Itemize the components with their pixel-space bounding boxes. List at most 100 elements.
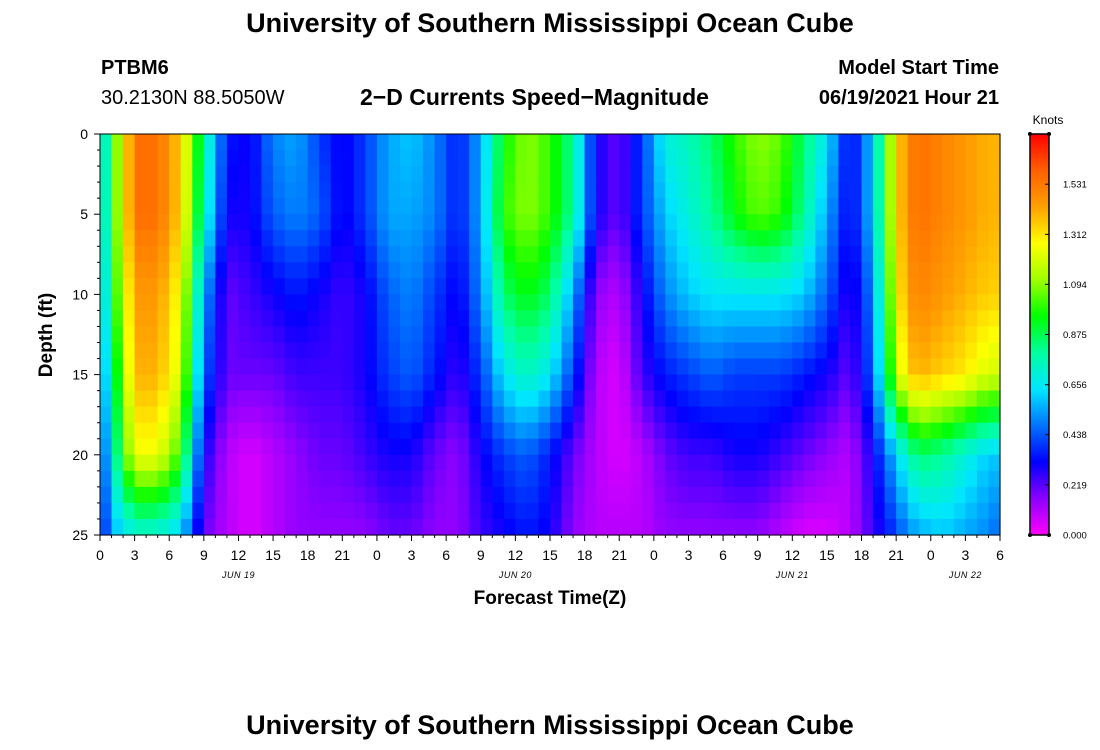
heatmap-cell: [942, 246, 955, 263]
heatmap-cell: [803, 438, 816, 456]
heatmap-cell: [503, 342, 516, 360]
heatmap-cell: [642, 342, 655, 360]
heatmap-cell: [169, 198, 182, 215]
heatmap-cell: [203, 454, 216, 472]
heatmap-cell: [607, 326, 620, 344]
heatmap-cell: [388, 342, 401, 360]
heatmap-cell: [700, 470, 713, 488]
heatmap-cell: [261, 150, 274, 167]
heatmap-cell: [157, 438, 170, 456]
heatmap-cell: [573, 358, 586, 376]
heatmap-cell: [838, 470, 851, 488]
heatmap-cell: [769, 278, 782, 295]
heatmap-cell: [515, 390, 528, 408]
heatmap-cell: [850, 182, 863, 199]
x-tick-label: 3: [131, 547, 139, 563]
heatmap-cell: [896, 134, 909, 151]
heatmap-cell: [446, 198, 459, 215]
heatmap-cell: [273, 294, 286, 312]
heatmap-cell: [803, 422, 816, 440]
heatmap-cell: [434, 358, 447, 376]
heatmap-cell: [653, 374, 666, 392]
heatmap-cell: [919, 438, 932, 456]
heatmap-cell: [330, 374, 343, 392]
heatmap-cell: [284, 166, 297, 183]
heatmap-cell: [815, 310, 828, 328]
heatmap-cell: [111, 470, 124, 488]
heatmap-cell: [400, 486, 413, 504]
heatmap-cell: [965, 438, 978, 456]
heatmap-cell: [907, 182, 920, 199]
heatmap-cell: [238, 390, 251, 408]
heatmap-cell: [965, 294, 978, 312]
heatmap-cell: [492, 470, 505, 488]
heatmap-cell: [896, 294, 909, 312]
heatmap-cell: [134, 198, 147, 215]
heatmap-cell: [550, 166, 563, 183]
heatmap-cell: [296, 310, 309, 328]
heatmap-cell: [942, 406, 955, 424]
heatmap-cell: [942, 278, 955, 295]
heatmap-cell: [907, 470, 920, 488]
heatmap-cell: [746, 278, 759, 295]
heatmap-cell: [607, 310, 620, 328]
heatmap-cell: [365, 182, 378, 199]
heatmap-cell: [192, 214, 205, 231]
heatmap-cell: [746, 262, 759, 279]
heatmap-cell: [423, 390, 436, 408]
x-tick-label: 15: [265, 547, 281, 563]
heatmap-cell: [700, 278, 713, 295]
heatmap-cell: [988, 502, 1001, 520]
heatmap-cell: [388, 438, 401, 456]
heatmap-cell: [746, 150, 759, 167]
heatmap-cell: [815, 230, 828, 247]
heatmap-cell: [284, 406, 297, 424]
heatmap-cell: [538, 454, 551, 472]
heatmap-cell: [573, 502, 586, 520]
heatmap-cell: [319, 294, 332, 312]
heatmap-cell: [261, 182, 274, 199]
heatmap-cell: [423, 198, 436, 215]
heatmap-cell: [492, 406, 505, 424]
date-label: JUN 20: [498, 570, 532, 580]
heatmap-cell: [169, 358, 182, 376]
heatmap-cell: [388, 246, 401, 263]
heatmap-cell: [573, 374, 586, 392]
heatmap-cell: [780, 134, 793, 151]
heatmap-cell: [146, 198, 159, 215]
heatmap-cell: [492, 246, 505, 263]
heatmap-cell: [134, 278, 147, 295]
heatmap-cell: [123, 342, 136, 360]
heatmap-cell: [261, 166, 274, 183]
heatmap-cell: [469, 246, 482, 263]
heatmap-cell: [180, 262, 193, 279]
heatmap-cell: [342, 502, 355, 520]
heatmap-cell: [619, 214, 632, 231]
heatmap-cell: [757, 454, 770, 472]
heatmap-cell: [192, 374, 205, 392]
heatmap-cell: [342, 246, 355, 263]
heatmap-cell: [180, 246, 193, 263]
heatmap-cell: [711, 374, 724, 392]
heatmap-cell: [134, 374, 147, 392]
heatmap-cell: [365, 134, 378, 151]
heatmap-cell: [123, 262, 136, 279]
heatmap-cell: [896, 406, 909, 424]
station-coordinates: 30.2130N 88.5050W: [101, 87, 285, 109]
heatmap-cell: [850, 470, 863, 488]
heatmap-cell: [896, 454, 909, 472]
heatmap-cell: [330, 422, 343, 440]
heatmap-cell: [653, 358, 666, 376]
heatmap-cell: [330, 390, 343, 408]
heatmap-cell: [873, 470, 886, 488]
heatmap-cell: [561, 214, 574, 231]
heatmap-cell: [815, 518, 828, 536]
heatmap-cell: [653, 310, 666, 328]
heatmap-cell: [792, 310, 805, 328]
heatmap-cell: [250, 198, 263, 215]
heatmap-cell: [965, 166, 978, 183]
heatmap-cell: [792, 326, 805, 344]
heatmap-cell: [307, 438, 320, 456]
heatmap-cell: [538, 294, 551, 312]
heatmap-cell: [665, 438, 678, 456]
